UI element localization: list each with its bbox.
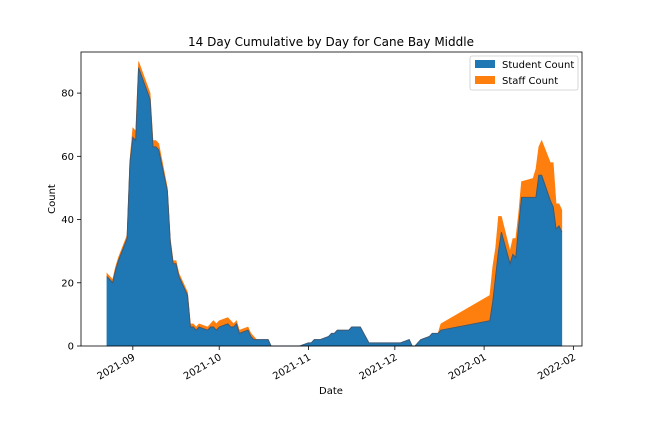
legend-swatch-staff-count — [475, 76, 495, 84]
legend-swatch-student-count — [475, 60, 495, 68]
x-axis-label: Date — [319, 386, 343, 397]
chart-title: 14 Day Cumulative by Day for Cane Bay Mi… — [188, 35, 474, 49]
y-tick-label-60: 60 — [61, 152, 74, 163]
y-tick-label-80: 80 — [61, 89, 74, 100]
y-tick-label-20: 20 — [61, 278, 74, 289]
plot-frame — [80, 51, 583, 347]
legend: Student Count Staff Count — [469, 55, 579, 91]
legend-label-staff-count: Staff Count — [502, 76, 558, 87]
legend-frame — [469, 55, 579, 91]
y-axis: 0 20 40 60 80 — [61, 89, 81, 353]
line-student-boundary — [106, 67, 563, 347]
y-tick-label-0: 0 — [68, 342, 74, 353]
legend-label-student-count: Student Count — [502, 60, 574, 71]
y-axis-label: Count — [47, 184, 58, 214]
y-tick-label-40: 40 — [61, 215, 74, 226]
